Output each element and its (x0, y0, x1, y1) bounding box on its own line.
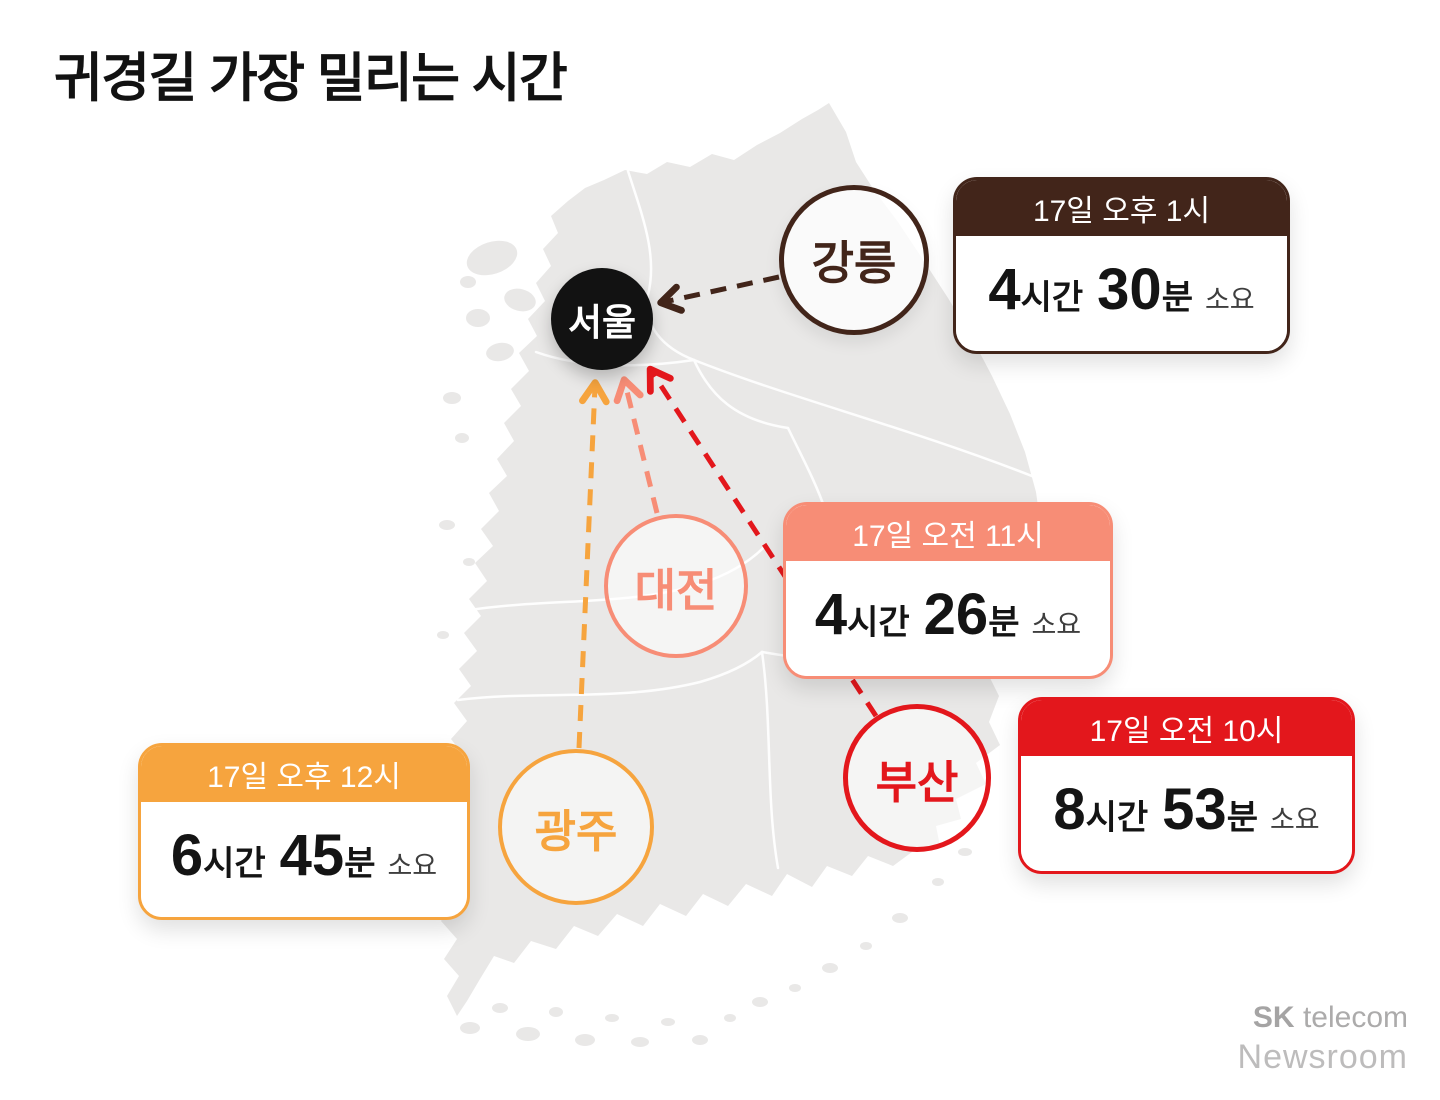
duration-suffix: 소요 (387, 851, 438, 881)
brand-sk: SK (1252, 1000, 1295, 1034)
card-time-badge: 17일 오전 10시 (1021, 700, 1352, 756)
minutes-value: 30 (1097, 257, 1162, 322)
city-label-gangneung: 강릉 (811, 237, 897, 289)
minutes-unit: 분 (344, 845, 376, 883)
route-arrow-gangneung-to-seoul (657, 274, 780, 314)
hours-value: 4 (814, 582, 848, 647)
route-arrow-gwangju-to-seoul (576, 379, 610, 749)
duration-suffix: 소요 (1204, 285, 1255, 315)
card-time-badge: 17일 오후 12시 (141, 746, 467, 802)
hours-unit: 시간 (1085, 799, 1149, 837)
hours-unit: 시간 (203, 845, 266, 883)
minutes-unit: 분 (1161, 279, 1193, 317)
travel-card-gangneung: 17일 오후 1시 4 시간 30 분 소요 (953, 177, 1290, 354)
minutes-value: 45 (279, 823, 345, 888)
brand-logo: SK telecom Newsroom (1238, 1000, 1408, 1078)
duration-suffix: 소요 (1269, 805, 1320, 835)
card-time-badge: 17일 오전 11시 (786, 505, 1110, 561)
city-label-gwangju: 광주 (534, 805, 618, 857)
card-duration: 4 시간 30 분 소요 (956, 236, 1287, 351)
city-label-seoul: 서울 (567, 302, 637, 343)
card-duration: 6 시간 45 분 소요 (141, 802, 467, 917)
minutes-value: 26 (923, 582, 989, 647)
minutes-unit: 분 (1226, 799, 1258, 837)
brand-telecom: telecom (1294, 1000, 1408, 1034)
card-duration: 8 시간 53 분 소요 (1021, 756, 1352, 871)
hours-unit: 시간 (1020, 279, 1084, 317)
card-time-badge: 17일 오후 1시 (956, 180, 1287, 236)
hours-value: 6 (170, 823, 204, 888)
minutes-unit: 분 (988, 604, 1020, 642)
card-duration: 4 시간 26 분 소요 (786, 561, 1110, 676)
city-marker-gwangju: 광주 (498, 749, 654, 905)
travel-card-daejeon: 17일 오전 11시 4 시간 26 분 소요 (783, 502, 1113, 679)
city-marker-gangneung: 강릉 (779, 185, 929, 335)
coastal-islands (437, 240, 972, 1047)
minutes-value: 53 (1162, 777, 1227, 842)
duration-suffix: 소요 (1031, 610, 1082, 640)
route-arrow-daejeon-to-seoul (613, 376, 660, 514)
travel-card-gwangju: 17일 오후 12시 6 시간 45 분 소요 (138, 743, 470, 920)
city-marker-daejeon: 대전 (604, 514, 748, 658)
hours-value: 4 (988, 257, 1021, 322)
city-marker-seoul: 서울 (551, 268, 653, 370)
brand-newsroom: Newsroom (1237, 1037, 1408, 1076)
travel-card-busan: 17일 오전 10시 8 시간 53 분 소요 (1018, 697, 1355, 874)
city-label-busan: 부산 (875, 756, 959, 808)
hours-unit: 시간 (847, 604, 910, 642)
page-title: 귀경길 가장 밀리는 시간 (54, 49, 568, 108)
city-marker-busan: 부산 (843, 704, 991, 852)
city-label-daejeon: 대전 (634, 564, 718, 616)
hours-value: 8 (1053, 777, 1086, 842)
brand-sk-telecom: SK telecom (1238, 1000, 1408, 1037)
